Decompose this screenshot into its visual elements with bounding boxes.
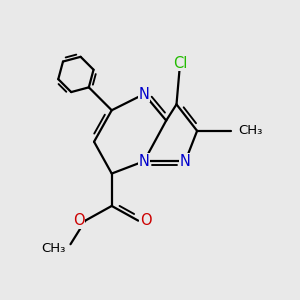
Text: CH₃: CH₃ [238,124,263,137]
Text: N: N [139,154,149,169]
Text: CH₃: CH₃ [42,242,66,255]
Text: N: N [180,154,191,169]
Text: Cl: Cl [173,56,188,70]
Text: N: N [139,87,149,102]
Text: O: O [73,213,85,228]
Text: O: O [140,213,152,228]
